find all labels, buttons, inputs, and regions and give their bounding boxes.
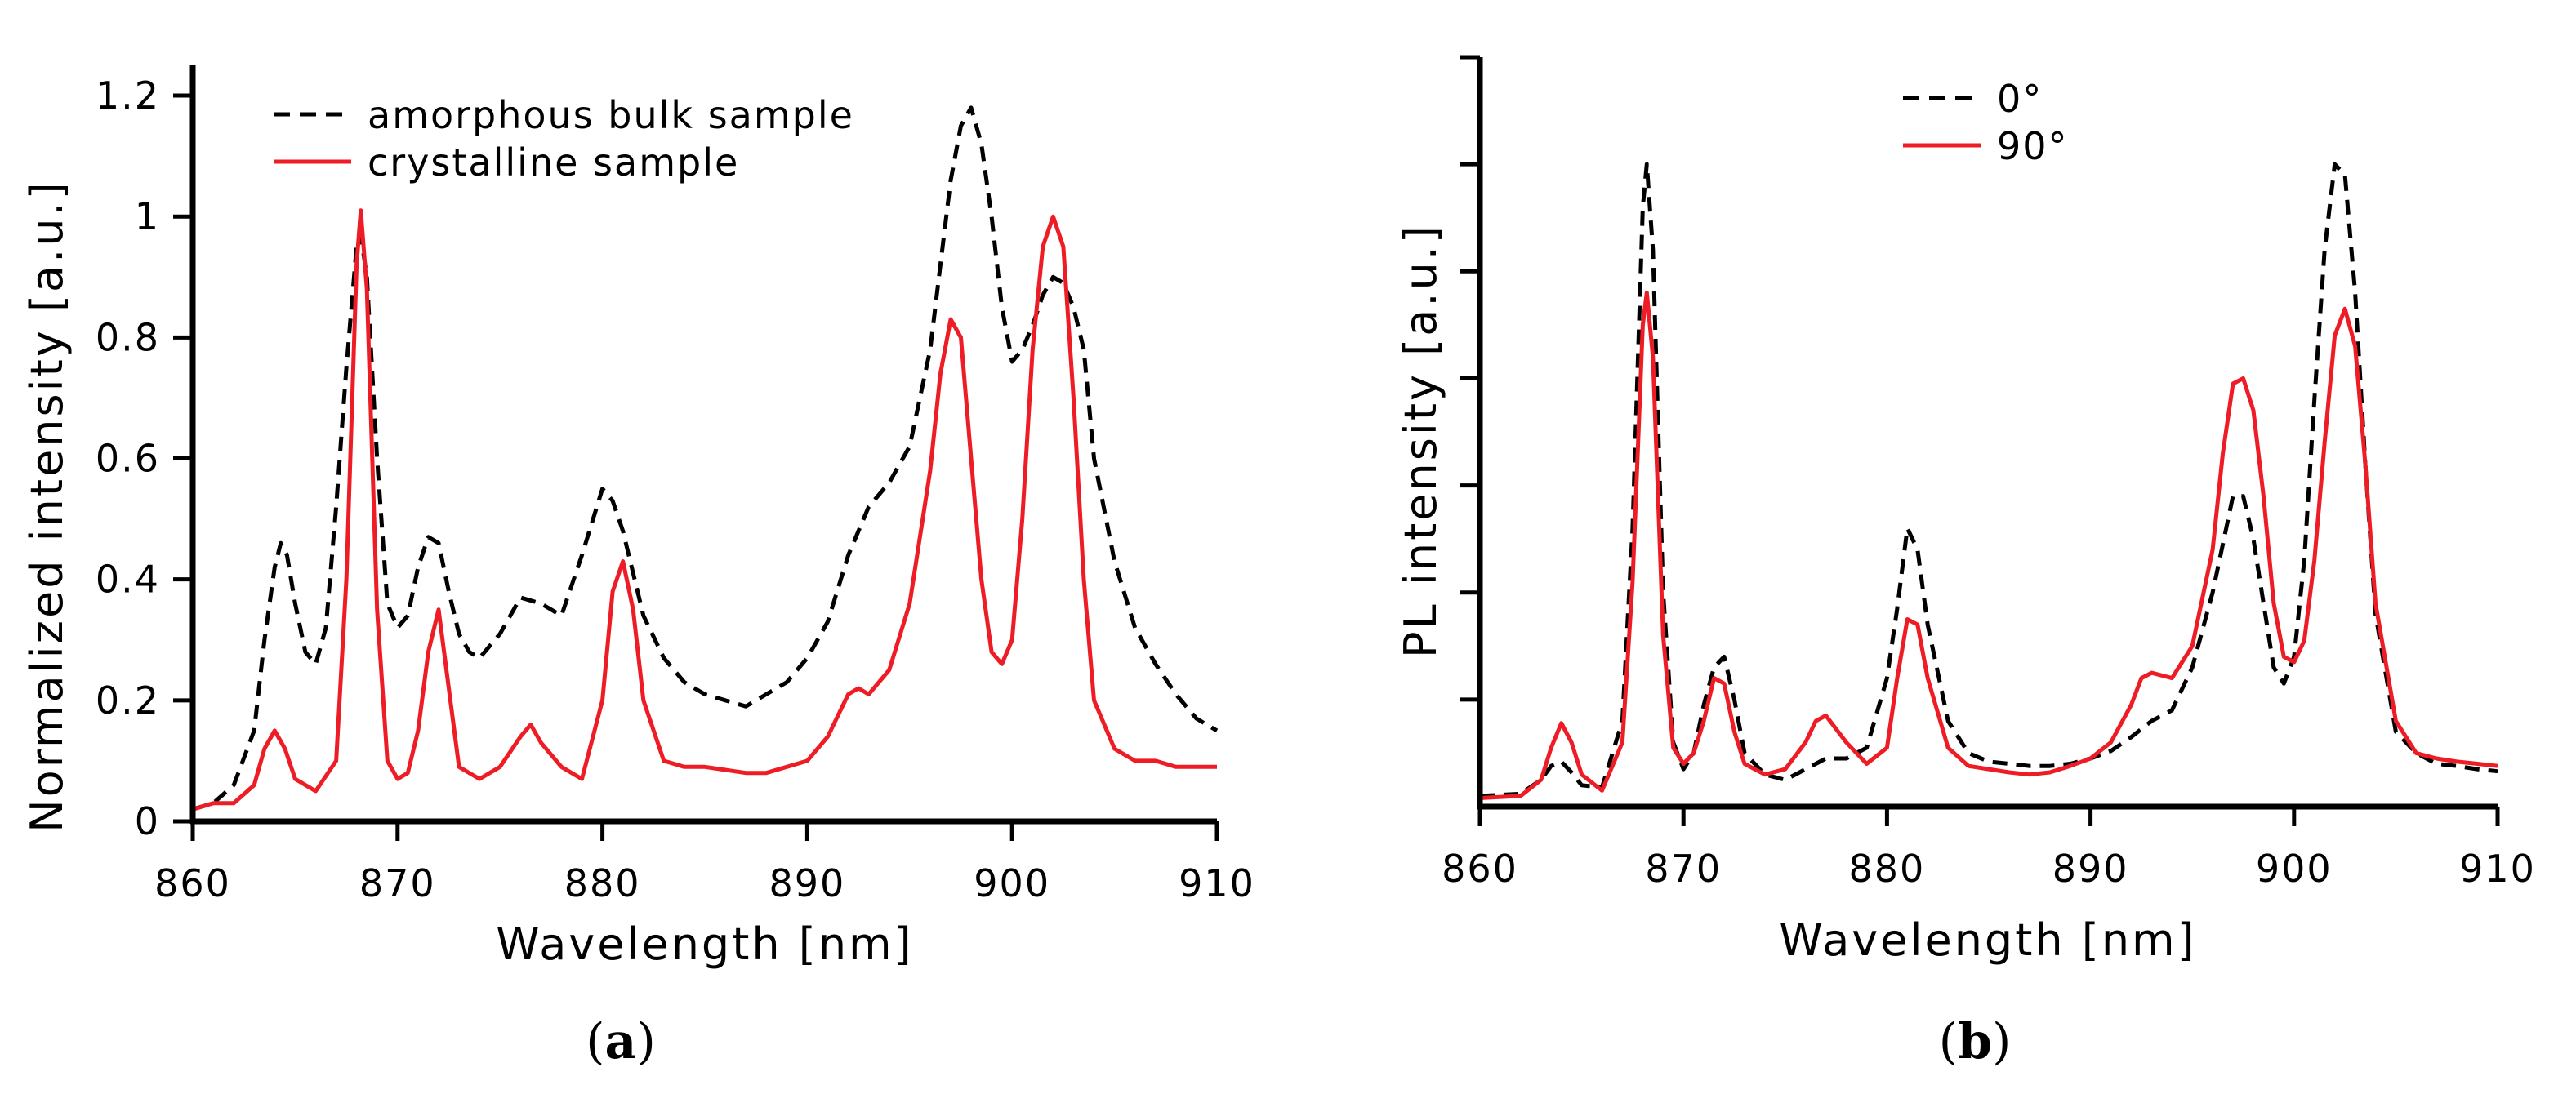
series-line-2 xyxy=(192,208,1217,812)
panel-label-b: (b) xyxy=(1939,1013,2012,1070)
x-tick-label: 870 xyxy=(359,861,436,905)
axes xyxy=(189,65,1217,825)
legend: amorphous bulk sample crystalline sample xyxy=(274,93,854,185)
x-tick-label: 860 xyxy=(1442,847,1518,891)
y-axis-title: PL intensity [a.u.] xyxy=(1395,224,1446,658)
panel-letter-a: a xyxy=(605,1013,637,1070)
y-ticks xyxy=(1460,55,1480,702)
x-tick-label: 910 xyxy=(1179,861,1255,905)
chart-panel-b: 860 870 880 890 900 910 Wavelength [nm] PL in… xyxy=(1395,55,2536,1070)
y-tick-label: 0.2 xyxy=(96,678,160,723)
y-tick-label: 0.6 xyxy=(96,437,160,481)
panel-label-a: (a) xyxy=(586,1013,656,1070)
x-axis-title: Wavelength [nm] xyxy=(496,918,913,970)
legend-label-crystalline: crystalline sample xyxy=(368,140,739,185)
y-tick-label: 0.8 xyxy=(96,315,160,359)
legend-label-amorphous: amorphous bulk sample xyxy=(368,93,854,137)
x-tick-label: 880 xyxy=(564,861,641,905)
x-axis-title: Wavelength [nm] xyxy=(1779,914,2196,966)
y-tick-label: 1.2 xyxy=(96,73,160,118)
x-tick-label: 880 xyxy=(1848,847,1925,891)
legend-label-90deg: 90° xyxy=(1997,124,2069,168)
x-tick-label: 890 xyxy=(769,861,845,905)
y-tick-label: 0 xyxy=(135,799,160,843)
x-tick-label: 860 xyxy=(154,861,231,905)
x-ticks: 860 870 880 890 900 910 xyxy=(154,821,1255,905)
chart-panel-a: 860 870 880 890 900 910 0 0.2 0.4 0.6 0.8 1 1.2 Wav… xyxy=(21,65,1255,1070)
series-group xyxy=(1479,162,2498,800)
series-group xyxy=(192,105,1219,812)
series-line-2 xyxy=(1479,291,2498,800)
x-tick-label: 890 xyxy=(2052,847,2129,891)
series-line-1 xyxy=(1479,162,2498,798)
x-tick-label: 870 xyxy=(1645,847,1722,891)
legend: 0° 90° xyxy=(1903,77,2069,168)
y-tick-label: 1 xyxy=(135,194,160,238)
legend-label-0deg: 0° xyxy=(1997,77,2043,121)
x-tick-label: 900 xyxy=(974,861,1050,905)
x-tick-label: 900 xyxy=(2256,847,2333,891)
x-tick-label: 910 xyxy=(2459,847,2536,891)
y-ticks: 0 0.2 0.4 0.6 0.8 1 1.2 xyxy=(96,73,193,843)
series-line-1 xyxy=(192,105,1219,812)
axes xyxy=(1477,57,2498,810)
y-axis-title: Normalized intensity [a.u.] xyxy=(21,180,73,832)
y-tick-label: 0.4 xyxy=(96,558,160,602)
panel-letter-b: b xyxy=(1958,1013,1992,1070)
x-ticks: 860 870 880 890 900 910 xyxy=(1442,807,2536,891)
